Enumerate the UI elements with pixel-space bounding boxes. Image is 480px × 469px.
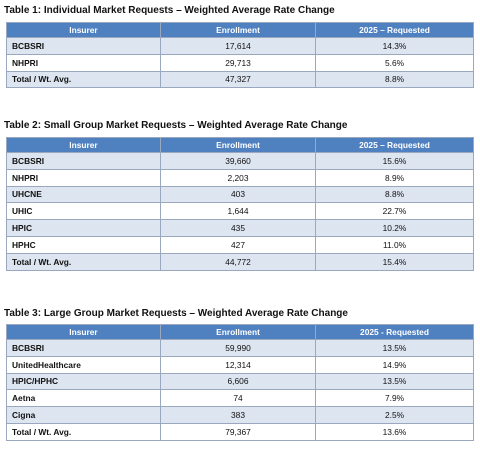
table-header-row: Insurer Enrollment 2025 – Requested xyxy=(6,22,474,38)
requested-rate-cell: 10.2% xyxy=(315,219,474,237)
table-row: BCBSRI 17,614 14.3% xyxy=(6,37,474,55)
table-row: UnitedHealthcare 12,314 14.9% xyxy=(6,355,474,374)
column-header-requested: 2025 – Requested xyxy=(315,137,474,153)
enrollment-cell: 6,606 xyxy=(160,372,316,391)
enrollment-cell: 1,644 xyxy=(160,202,316,221)
enrollment-cell: 2,203 xyxy=(160,168,316,187)
insurer-cell: BCBSRI xyxy=(6,339,161,357)
requested-rate-cell: 7.9% xyxy=(315,389,474,408)
column-header-insurer: Insurer xyxy=(6,22,161,38)
column-header-insurer: Insurer xyxy=(6,137,161,153)
table-2-caption: Table 2: Small Group Market Requests – W… xyxy=(4,120,348,131)
enrollment-cell: 47,327 xyxy=(160,70,316,89)
requested-rate-cell: 15.6% xyxy=(315,152,474,170)
table-row: Cigna 383 2.5% xyxy=(6,406,474,424)
column-header-requested: 2025 – Requested xyxy=(315,22,474,38)
enrollment-cell: 17,614 xyxy=(160,37,316,55)
requested-rate-cell: 8.8% xyxy=(315,70,474,89)
table-3-caption: Table 3: Large Group Market Requests – W… xyxy=(4,308,348,319)
requested-rate-cell: 13.5% xyxy=(315,372,474,391)
table-3-large-group-market: Insurer Enrollment 2025 - Requested BCBS… xyxy=(6,324,474,441)
enrollment-cell: 74 xyxy=(160,389,316,408)
insurer-cell: UHIC xyxy=(6,202,161,221)
enrollment-cell: 79,367 xyxy=(160,422,316,441)
table-row: UHCNE 403 8.8% xyxy=(6,185,474,204)
enrollment-cell: 29,713 xyxy=(160,53,316,72)
table-row: NHPRI 29,713 5.6% xyxy=(6,53,474,72)
insurer-cell: Cigna xyxy=(6,406,161,424)
insurer-cell: BCBSRI xyxy=(6,37,161,55)
insurer-cell: HPIC/HPHC xyxy=(6,372,161,391)
requested-rate-cell: 11.0% xyxy=(315,235,474,254)
enrollment-cell: 403 xyxy=(160,185,316,204)
column-header-enrollment: Enrollment xyxy=(160,324,316,340)
requested-rate-cell: 13.6% xyxy=(315,422,474,441)
requested-rate-cell: 15.4% xyxy=(315,252,474,271)
requested-rate-cell: 2.5% xyxy=(315,406,474,424)
table-1-caption: Table 1: Individual Market Requests – We… xyxy=(4,5,335,16)
insurer-cell: Total / Wt. Avg. xyxy=(6,422,161,441)
table-row: NHPRI 2,203 8.9% xyxy=(6,168,474,187)
insurer-cell: Total / Wt. Avg. xyxy=(6,70,161,89)
enrollment-cell: 59,990 xyxy=(160,339,316,357)
table-row: HPHC 427 11.0% xyxy=(6,235,474,254)
table-row: Aetna 74 7.9% xyxy=(6,389,474,408)
insurer-cell: Total / Wt. Avg. xyxy=(6,252,161,271)
column-header-enrollment: Enrollment xyxy=(160,137,316,153)
insurer-cell: HPHC xyxy=(6,235,161,254)
enrollment-cell: 12,314 xyxy=(160,355,316,374)
insurer-cell: BCBSRI xyxy=(6,152,161,170)
column-header-requested: 2025 - Requested xyxy=(315,324,474,340)
table-1-individual-market: Insurer Enrollment 2025 – Requested BCBS… xyxy=(6,22,474,89)
enrollment-cell: 427 xyxy=(160,235,316,254)
table-row: UHIC 1,644 22.7% xyxy=(6,202,474,221)
requested-rate-cell: 13.5% xyxy=(315,339,474,357)
column-header-enrollment: Enrollment xyxy=(160,22,316,38)
table-row: HPIC 435 10.2% xyxy=(6,219,474,237)
requested-rate-cell: 22.7% xyxy=(315,202,474,221)
table-header-row: Insurer Enrollment 2025 - Requested xyxy=(6,324,474,340)
enrollment-cell: 435 xyxy=(160,219,316,237)
insurer-cell: NHPRI xyxy=(6,53,161,72)
column-header-insurer: Insurer xyxy=(6,324,161,340)
table-row: BCBSRI 59,990 13.5% xyxy=(6,339,474,357)
table-header-row: Insurer Enrollment 2025 – Requested xyxy=(6,137,474,153)
insurer-cell: UHCNE xyxy=(6,185,161,204)
enrollment-cell: 39,660 xyxy=(160,152,316,170)
enrollment-cell: 383 xyxy=(160,406,316,424)
table-total-row: Total / Wt. Avg. 44,772 15.4% xyxy=(6,252,474,271)
table-row: BCBSRI 39,660 15.6% xyxy=(6,152,474,170)
insurer-cell: UnitedHealthcare xyxy=(6,355,161,374)
table-row: HPIC/HPHC 6,606 13.5% xyxy=(6,372,474,391)
requested-rate-cell: 8.8% xyxy=(315,185,474,204)
requested-rate-cell: 14.9% xyxy=(315,355,474,374)
insurer-cell: Aetna xyxy=(6,389,161,408)
table-total-row: Total / Wt. Avg. 47,327 8.8% xyxy=(6,70,474,89)
table-total-row: Total / Wt. Avg. 79,367 13.6% xyxy=(6,422,474,441)
requested-rate-cell: 14.3% xyxy=(315,37,474,55)
enrollment-cell: 44,772 xyxy=(160,252,316,271)
requested-rate-cell: 5.6% xyxy=(315,53,474,72)
table-2-small-group-market: Insurer Enrollment 2025 – Requested BCBS… xyxy=(6,137,474,271)
insurer-cell: NHPRI xyxy=(6,168,161,187)
requested-rate-cell: 8.9% xyxy=(315,168,474,187)
insurer-cell: HPIC xyxy=(6,219,161,237)
